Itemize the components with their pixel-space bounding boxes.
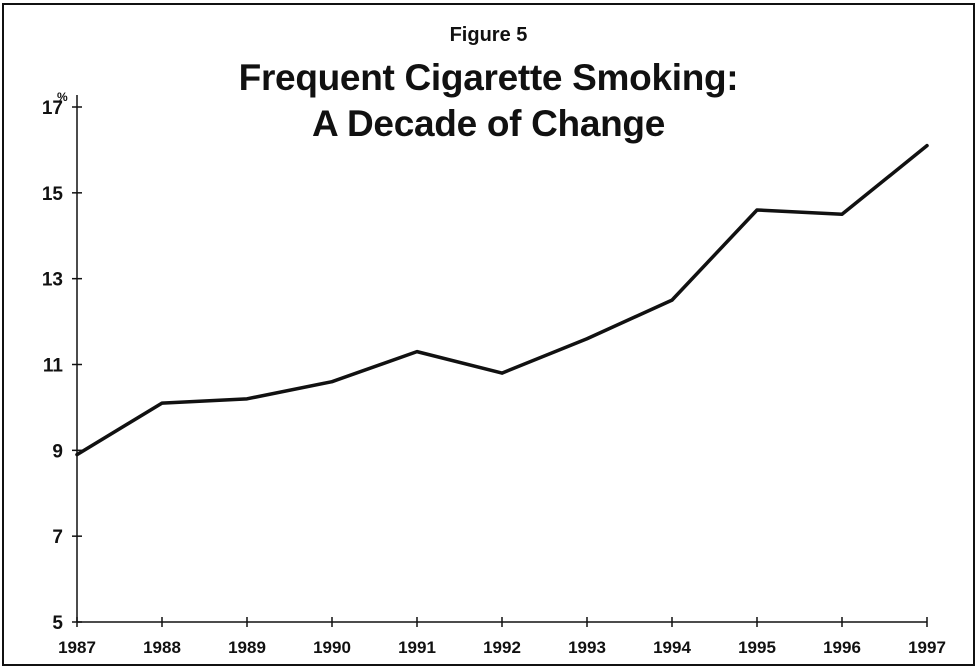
chart-title-line-1: Frequent Cigarette Smoking: [238, 57, 739, 98]
x-tick-label: 1993 [568, 638, 606, 657]
data-point [330, 380, 334, 384]
x-tick-label: 1989 [228, 638, 266, 657]
data-point [415, 350, 419, 354]
x-tick-label: 1987 [58, 638, 96, 657]
x-tick-label: 1997 [908, 638, 946, 657]
y-tick-label: 9 [52, 441, 63, 462]
data-point [755, 208, 759, 212]
y-tick-label: 15 [42, 184, 64, 205]
data-point [500, 371, 504, 375]
data-point [75, 453, 79, 457]
chart-title-line-2: A Decade of Change [311, 103, 666, 144]
data-point [585, 337, 589, 341]
y-tick-label: 13 [42, 270, 63, 291]
data-point [840, 212, 844, 216]
x-tick-label: 1992 [483, 638, 521, 657]
data-point [670, 298, 674, 302]
x-tick-label: 1988 [143, 638, 181, 657]
figure-label: Figure 5 [449, 24, 528, 46]
data-point [160, 401, 164, 405]
y-unit-label: % [57, 90, 68, 104]
y-tick-label: 11 [43, 356, 64, 377]
data-point [245, 397, 249, 401]
data-point [925, 144, 929, 148]
y-tick-label: 17 [42, 98, 63, 119]
y-tick-label: 5 [52, 613, 63, 634]
x-tick-label: 1995 [738, 638, 776, 657]
x-tick-label: 1996 [823, 638, 861, 657]
x-tick-label: 1994 [653, 638, 691, 657]
x-tick-label: 1990 [313, 638, 351, 657]
y-tick-label: 7 [52, 527, 63, 548]
series-line [75, 143, 929, 457]
chart-frame: Figure 5 Frequent Cigarette Smoking: A D… [2, 3, 975, 666]
x-tick-label: 1991 [398, 638, 436, 657]
title-block: Figure 5 Frequent Cigarette Smoking: A D… [4, 23, 973, 147]
